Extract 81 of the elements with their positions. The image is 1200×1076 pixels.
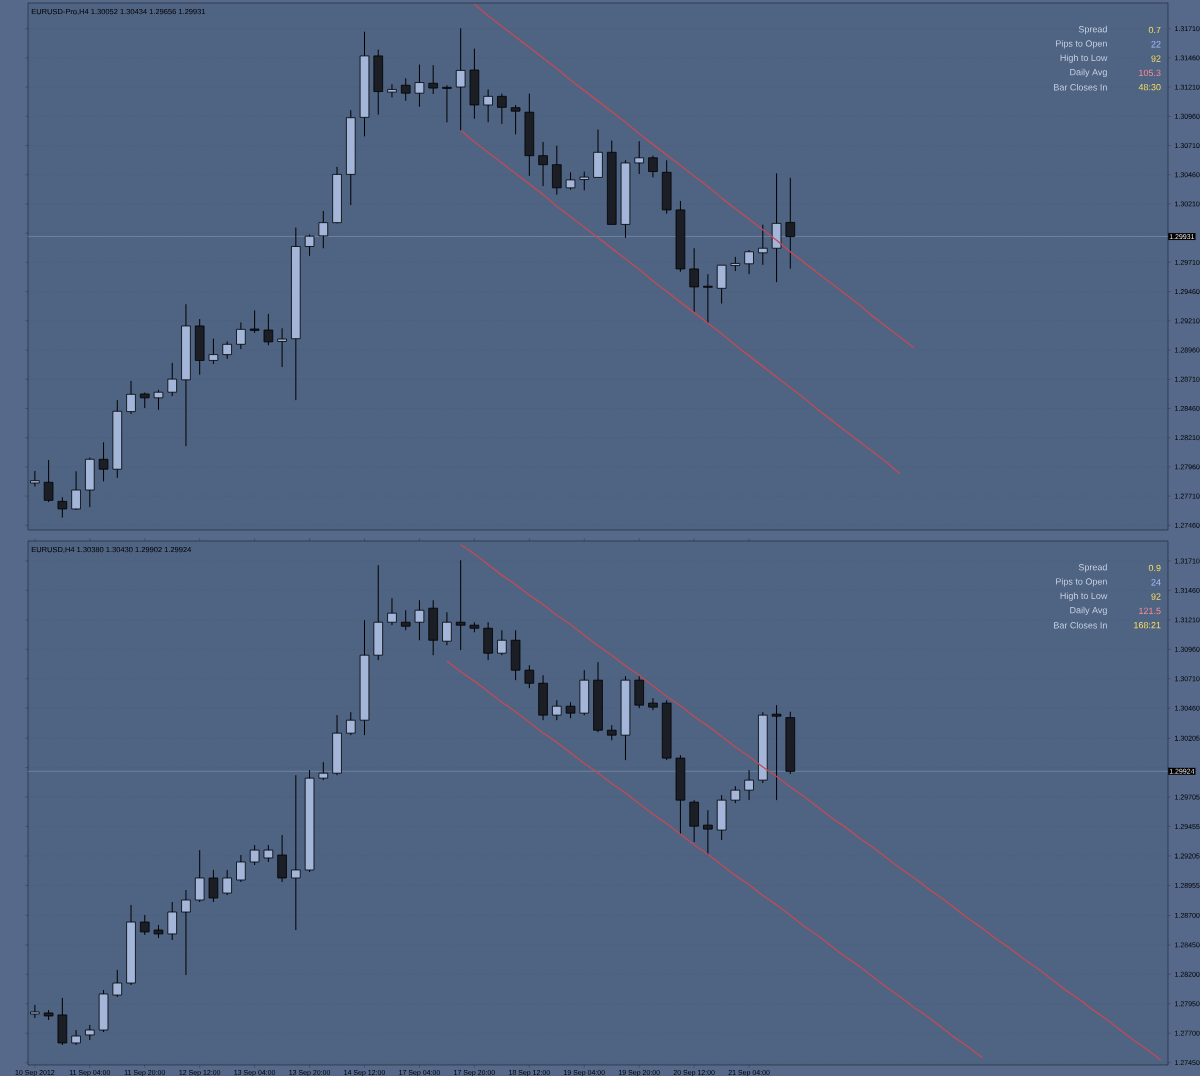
candlestick	[455, 27, 466, 132]
annotation: 105.3	[1139, 69, 1161, 77]
candlestick	[304, 233, 315, 257]
candlestick	[648, 697, 658, 711]
annotation: Spread	[1078, 563, 1107, 573]
candlestick	[249, 844, 260, 866]
candlestick	[497, 629, 507, 656]
candlestick	[98, 441, 109, 482]
candlestick	[648, 155, 658, 178]
candlestick	[57, 496, 68, 519]
candlestick	[277, 834, 287, 883]
candlestick	[387, 83, 397, 98]
annotation: High to Low	[1060, 592, 1108, 601]
candlestick	[510, 104, 521, 135]
candlestick	[538, 141, 548, 187]
annotation: 0.7	[1148, 26, 1161, 34]
candlestick	[455, 559, 466, 651]
candlestick	[236, 854, 246, 883]
candlestick	[236, 321, 246, 350]
candlestick	[414, 64, 425, 108]
candlestick	[387, 597, 397, 626]
candlestick	[222, 869, 232, 896]
candlestick	[442, 611, 452, 646]
candlestick	[689, 247, 699, 313]
candlestick	[771, 704, 782, 801]
annotation: Bar Closes In	[1054, 83, 1107, 91]
annotation: 22	[1151, 41, 1161, 48]
candlestick	[552, 145, 562, 196]
candlestick	[634, 140, 645, 175]
annotation: 48:30	[1138, 83, 1161, 91]
candlestick	[181, 889, 191, 976]
annotation: 92	[1151, 55, 1161, 62]
candlestick	[442, 84, 452, 123]
annotation: Daily Avg	[1070, 68, 1107, 78]
candlestick	[318, 761, 329, 781]
annotation: Daily Avg	[1070, 606, 1107, 616]
candlestick	[126, 380, 136, 415]
candlestick	[30, 1004, 40, 1019]
candlestick	[153, 389, 164, 411]
candlestick	[318, 210, 329, 249]
candlestick	[167, 362, 178, 397]
candlestick	[579, 171, 590, 191]
candlestick	[167, 901, 178, 941]
candlestick	[414, 599, 425, 641]
annotation: 0.9	[1148, 564, 1161, 572]
candlestick	[71, 470, 81, 511]
annotation: 24	[1151, 579, 1161, 586]
candlestick	[785, 177, 796, 270]
annotation: Pips to Open	[1056, 40, 1107, 49]
candlestick	[400, 77, 411, 102]
candlestick	[758, 224, 768, 266]
annotation: 168:21	[1134, 622, 1161, 629]
annotation: Spread	[1078, 25, 1107, 35]
candlestick	[30, 470, 40, 488]
candlestick	[194, 849, 205, 903]
annotation: High to Low	[1060, 54, 1108, 63]
candlestick	[552, 699, 562, 721]
candlestick	[483, 88, 493, 123]
annotation: 92	[1151, 593, 1161, 600]
candlestick	[703, 809, 713, 856]
annotation: 121.5	[1139, 607, 1161, 615]
candlestick	[139, 914, 150, 936]
candlestick	[524, 664, 535, 689]
candlestick	[703, 273, 713, 324]
candlestick	[744, 249, 754, 275]
candlestick	[716, 264, 727, 305]
candlestick	[291, 774, 301, 931]
candlestick	[497, 93, 507, 125]
candlestick	[208, 869, 219, 903]
candlestick	[43, 459, 54, 503]
annotation: Bar Closes In	[1054, 621, 1107, 629]
candlestick	[208, 338, 219, 365]
candlestick	[400, 609, 411, 631]
candlestick	[277, 327, 287, 368]
candlestick	[345, 711, 356, 736]
candlestick	[263, 313, 274, 346]
candlestick	[249, 309, 260, 334]
candlestick	[112, 969, 123, 998]
candlestick	[744, 769, 754, 801]
annotation: Pips to Open	[1056, 578, 1107, 587]
candlestick	[428, 64, 438, 95]
